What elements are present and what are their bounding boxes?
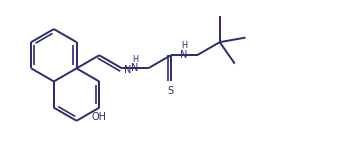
Text: H: H [181,41,187,50]
Text: N: N [131,63,139,73]
Text: OH: OH [92,112,107,122]
Text: N: N [180,50,187,60]
Text: S: S [168,86,174,96]
Text: H: H [132,55,138,64]
Text: N: N [124,65,131,75]
